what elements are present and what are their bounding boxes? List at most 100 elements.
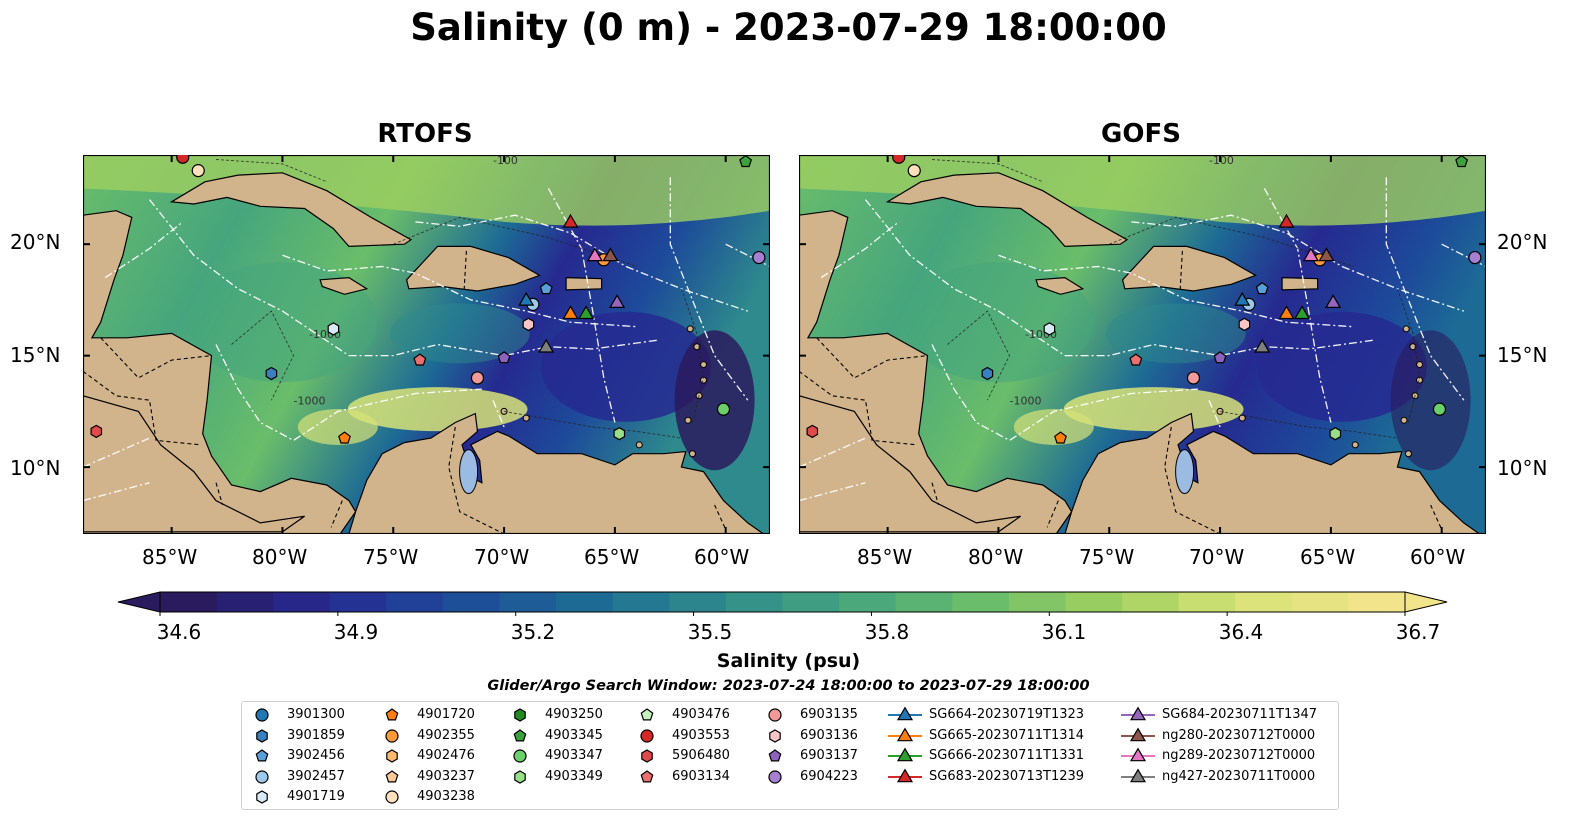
legend-label: 4901720	[417, 707, 475, 722]
legend-marker	[768, 749, 782, 762]
lon-label-80w-left: 80°W	[252, 545, 308, 569]
lon-label-60w-left: 60°W	[694, 545, 750, 569]
lat-label-20n-right: 20°N	[1497, 230, 1548, 254]
legend-label: 4903349	[545, 768, 603, 784]
legend-label: SG683-20230713T1239	[929, 768, 1085, 784]
legend: 3901300 3901859 3902456 3902457 4901719 49017…	[241, 701, 1339, 810]
legend-marker	[640, 769, 654, 782]
legend-label: 4903238	[417, 789, 475, 804]
colorbar-tick-label: 36.4	[1218, 620, 1264, 644]
pentagon-icon	[640, 708, 654, 721]
isobath-label: -100	[493, 155, 518, 167]
jamaica-land	[319, 276, 369, 295]
hexagon-icon	[514, 769, 526, 784]
marker-3902456	[539, 282, 553, 295]
marker-3901859	[981, 366, 994, 381]
marker-SG684-20230711T1347	[609, 294, 626, 308]
legend-marker	[1129, 747, 1147, 762]
search-window-caption: Glider/Argo Search Window: 2023-07-24 18…	[487, 678, 1090, 694]
hexagon-icon	[256, 790, 268, 804]
marker-ng289-20230712T0000	[586, 247, 603, 262]
legend-label: ng280-20230712T0000	[1162, 727, 1316, 743]
jamaica-land	[1035, 276, 1085, 295]
marker-4903347	[1432, 402, 1447, 416]
legend-marker	[769, 728, 781, 743]
legend-marker	[1129, 706, 1147, 721]
legend-label: 3901300	[287, 707, 345, 722]
lon-label-75w-left: 75°W	[363, 545, 419, 569]
pentagon-icon	[255, 749, 269, 762]
circle-icon	[255, 769, 269, 784]
lon-label-65w-left: 65°W	[584, 545, 640, 569]
pentagon-icon	[385, 769, 399, 782]
hispaniola-land	[405, 245, 541, 292]
legend-marker	[513, 749, 527, 763]
gofs-map: -1000-1000-100	[799, 155, 1486, 534]
legend-label: 4903237	[417, 768, 475, 784]
legend-marker	[255, 749, 269, 762]
marker-4903345	[739, 155, 753, 168]
colorbar-tick-label: 35.2	[510, 620, 556, 644]
triangle-icon	[888, 706, 922, 721]
legend-marker	[640, 728, 654, 743]
legend-marker	[514, 769, 526, 784]
legend-marker	[256, 728, 268, 743]
marker-SG666-20230711T1331	[1294, 305, 1311, 320]
marker-4903238	[907, 164, 921, 178]
marker-SG684-20230711T1347	[1325, 294, 1342, 308]
legend-label: 3901859	[287, 727, 345, 743]
legend-label: 6903134	[672, 768, 730, 784]
marker-6904223	[752, 250, 766, 265]
rtofs-map: -1000-1000-100	[83, 155, 770, 534]
colorbar-title: Salinity (psu)	[716, 650, 861, 672]
marker-6903136	[522, 317, 535, 332]
legend-label: SG666-20230711T1331	[929, 748, 1085, 763]
legend-marker	[1129, 727, 1147, 741]
panel-title-gofs: GOFS	[1101, 119, 1181, 149]
legend-label: 3902457	[287, 768, 345, 784]
legend-label: 4901719	[287, 789, 345, 804]
marker-5906480	[90, 424, 103, 439]
triangle-icon	[888, 768, 922, 782]
marker-SG665-20230711T1314	[562, 305, 579, 320]
marker-3901859	[265, 366, 278, 381]
hexagon-icon	[386, 749, 398, 763]
legend-label: ng427-20230711T0000	[1162, 768, 1316, 784]
legend-label: SG684-20230711T1347	[1162, 707, 1318, 722]
lake-maracaibo	[1175, 449, 1195, 495]
isobath-label: -100	[1209, 155, 1234, 167]
triangle-icon	[1121, 747, 1155, 762]
marker-SG683-20230713T1239	[1278, 213, 1295, 228]
marker-4903345	[1455, 155, 1469, 168]
hexagon-icon	[641, 749, 653, 763]
legend-marker	[896, 727, 914, 741]
legend-marker	[896, 768, 914, 782]
marker-6903135	[1186, 371, 1201, 385]
lon-label-85w-right: 85°W	[857, 545, 913, 569]
legend-label: 4903250	[545, 707, 603, 722]
legend-marker	[641, 749, 653, 763]
circle-icon	[513, 749, 527, 763]
legend-label: 5906480	[672, 748, 730, 763]
marker-4901720	[1054, 431, 1067, 444]
panel-title-rtofs: RTOFS	[377, 119, 473, 149]
cuba-land	[169, 172, 413, 248]
hexagon-icon	[514, 708, 526, 722]
colorbar-tick-label: 36.1	[1041, 620, 1087, 644]
marker-4903553	[176, 155, 190, 164]
circle-icon	[385, 728, 399, 743]
colorbar-tick-label: 34.9	[333, 620, 379, 644]
colorbar-tick-label: 35.5	[687, 620, 733, 644]
marker-5906480	[806, 424, 819, 439]
marker-4901720	[338, 431, 351, 444]
lon-label-60w-right: 60°W	[1410, 545, 1466, 569]
lat-label-20n-left: 20°N	[10, 230, 61, 254]
legend-marker	[385, 708, 399, 721]
legend-label: 4903347	[545, 748, 603, 763]
marker-SG666-20230711T1331	[578, 305, 595, 320]
legend-marker	[513, 728, 527, 741]
marker-ng280-20230712T0000	[1318, 247, 1335, 262]
marker-3902456	[1255, 282, 1269, 295]
legend-marker	[1129, 768, 1147, 782]
south-america-land	[1064, 412, 1486, 534]
